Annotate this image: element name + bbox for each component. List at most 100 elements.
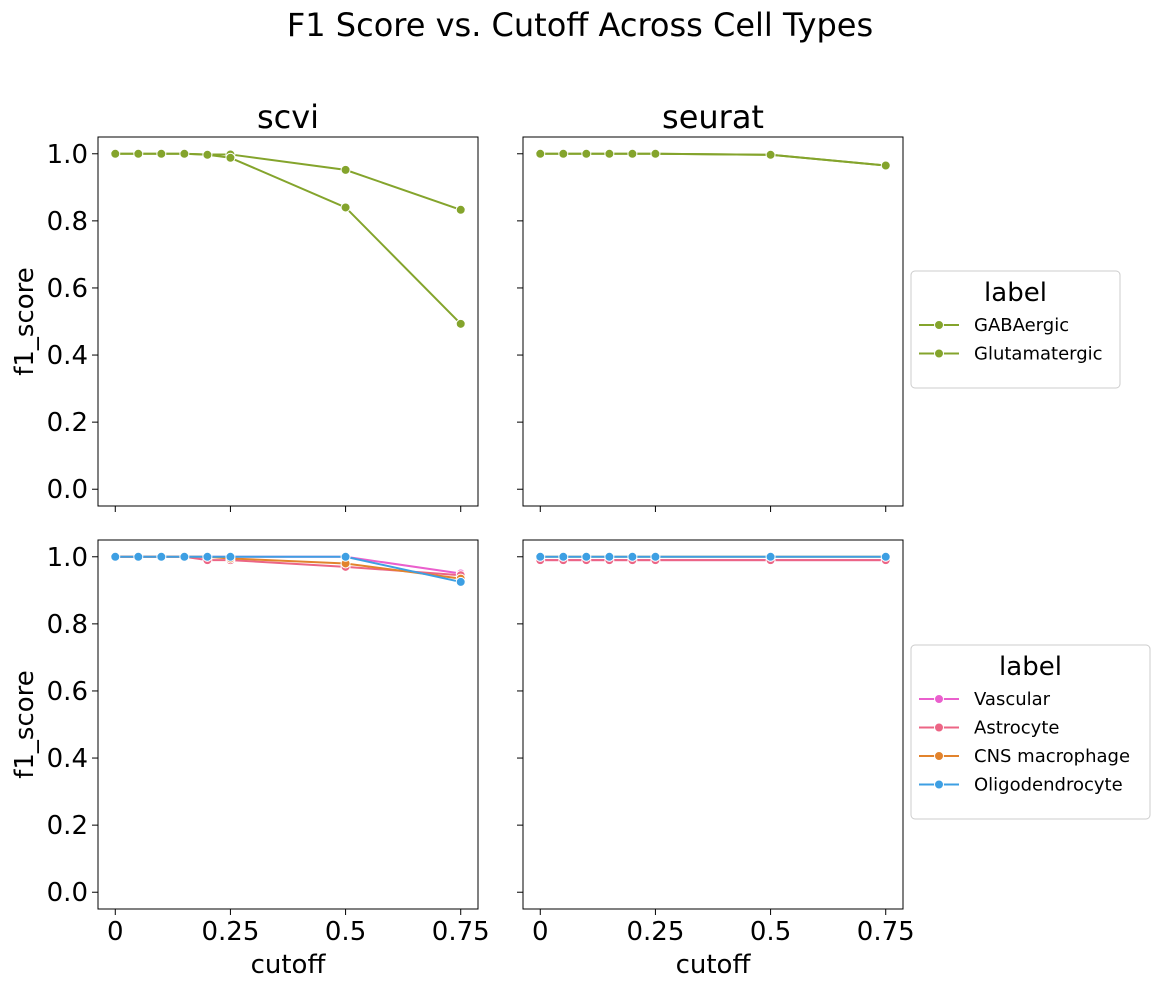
data-point: [535, 551, 546, 562]
x-tick-label: 0.75: [857, 917, 915, 947]
series-line: [540, 152, 886, 167]
y-tick-label: 0.2: [47, 408, 88, 438]
x-tick-label: 0: [532, 917, 549, 947]
series-line: [540, 152, 886, 167]
legend-entry: Glutamatergic: [919, 344, 1103, 365]
series-glutamatergic: [110, 148, 466, 329]
data-point: [340, 202, 351, 213]
series-oligodendrocyte: [110, 551, 466, 587]
data-point: [880, 551, 891, 562]
x-tick-label: 0.5: [325, 917, 366, 947]
data-point: [156, 148, 167, 159]
data-point: [581, 551, 592, 562]
legend-label: CNS macrophage: [974, 746, 1130, 767]
data-point: [340, 164, 351, 175]
y-tick-label: 0.2: [47, 811, 88, 841]
legend-entry: Vascular: [919, 689, 1051, 710]
x-tick-label: 0.5: [750, 917, 791, 947]
data-point: [179, 148, 190, 159]
data-point: [133, 148, 144, 159]
figure-title: F1 Score vs. Cutoff Across Cell Types: [287, 6, 873, 44]
y-tick-label: 0.8: [47, 207, 88, 237]
data-point: [110, 551, 121, 562]
y-tick-label: 1.0: [47, 140, 88, 170]
y-axis-label: f1_score: [10, 670, 40, 779]
panel-bottom-right: 0 0.25 0.5 0.75 cutoff: [517, 539, 915, 980]
legend-swatch-marker: [934, 320, 944, 330]
legend-label: Vascular: [974, 689, 1051, 710]
data-point: [225, 551, 236, 562]
x-tick-label: 0.25: [201, 917, 259, 947]
plot-frame: [97, 136, 479, 507]
x-tick-label: 0.75: [432, 917, 490, 947]
legend-title: label: [984, 278, 1047, 308]
data-point: [455, 318, 466, 329]
legend-entry: CNS macrophage: [919, 746, 1130, 767]
legend-label: Astrocyte: [974, 718, 1059, 739]
legend-frame: [910, 270, 1121, 389]
legend-title: label: [999, 652, 1062, 682]
x-axis-label: cutoff: [676, 950, 752, 980]
legend-label: Oligodendrocyte: [974, 775, 1123, 796]
panel-title: scvi: [257, 98, 319, 136]
data-point: [558, 148, 569, 159]
data-point: [133, 551, 144, 562]
data-point: [202, 149, 213, 160]
legend-swatch-marker: [934, 722, 944, 733]
legend-label: GABAergic: [974, 315, 1069, 336]
data-point: [110, 148, 121, 159]
y-tick-label: 0.6: [47, 274, 88, 304]
panel-top-right: seurat: [517, 98, 904, 512]
legend-label: Glutamatergic: [974, 344, 1103, 365]
y-tick-label: 1.0: [47, 543, 88, 573]
data-point: [558, 551, 569, 562]
y-tick-label: 0.6: [47, 677, 88, 707]
plot-frame: [522, 539, 904, 910]
y-tick-label: 0.4: [47, 341, 88, 371]
legend-entry: GABAergic: [919, 315, 1069, 336]
data-point: [627, 148, 638, 159]
data-point: [765, 149, 776, 160]
plot-frame: [522, 136, 904, 507]
x-tick-label: 0: [107, 917, 124, 947]
x-tick-label: 0.25: [626, 917, 684, 947]
data-point: [627, 551, 638, 562]
panels: scvi0.00.20.40.60.81.0f1_scoreseurat0.00…: [10, 98, 915, 980]
series-glutamatergic: [535, 148, 891, 171]
data-point: [765, 551, 776, 562]
data-point: [225, 152, 236, 163]
data-point: [604, 148, 615, 159]
legend-swatch-marker: [934, 694, 944, 704]
data-point: [202, 551, 213, 562]
x-axis-label: cutoff: [251, 950, 327, 980]
series-oligodendrocyte: [535, 551, 891, 562]
data-point: [179, 551, 190, 562]
y-tick-label: 0.8: [47, 610, 88, 640]
data-point: [156, 551, 167, 562]
panel-top-left: scvi 0.0 0.2 0.4 0.6 0.8 1.0 f1_score: [10, 98, 479, 512]
legends: label GABAergic Glutamatergic label Vascular…: [910, 270, 1151, 820]
y-tick-label: 0.0: [47, 475, 88, 505]
legend-frame: [910, 644, 1151, 820]
data-point: [455, 204, 466, 215]
plot-frame: [97, 539, 479, 910]
data-point: [650, 551, 661, 562]
series-line: [115, 152, 462, 325]
data-point: [650, 148, 661, 159]
legend-swatch-marker: [934, 348, 944, 359]
y-tick-label: 0.4: [47, 744, 88, 774]
panel-bottom-left: 0.0 0.2 0.4 0.6 0.8 1.0 0 0.25 0.5 0.75 f1_scorecu…: [10, 539, 490, 980]
legend-swatch-marker: [934, 751, 944, 761]
y-tick-label: 0.0: [47, 878, 88, 908]
data-point: [880, 160, 891, 171]
panel-title: seurat: [662, 98, 764, 136]
series-line: [115, 555, 461, 580]
legend-entry: Astrocyte: [919, 718, 1059, 739]
legend-swatch-marker: [934, 779, 944, 790]
data-point: [581, 148, 592, 159]
data-point: [340, 551, 351, 562]
y-axis-label: f1_score: [10, 267, 40, 376]
legend-entry: Oligodendrocyte: [919, 775, 1123, 796]
legend-top: label GABAergic Glutamatergic: [910, 270, 1121, 389]
